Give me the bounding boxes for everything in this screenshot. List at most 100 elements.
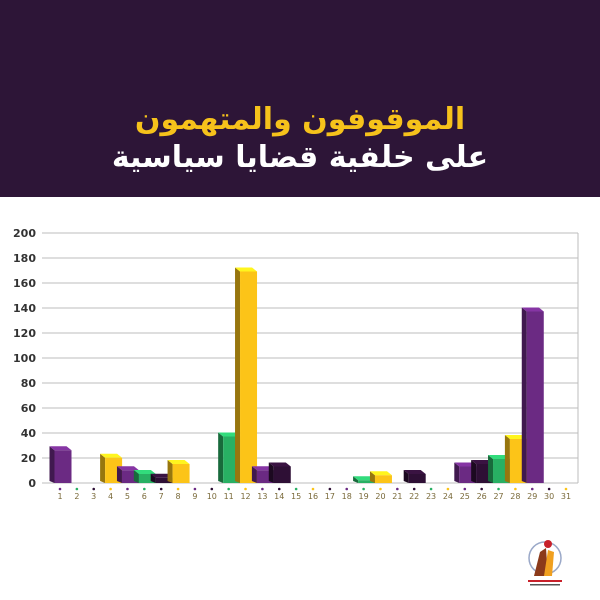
- bar-top: [268, 462, 291, 467]
- y-tick-label: 20: [21, 452, 37, 465]
- bar-side: [133, 470, 139, 483]
- bar: [526, 311, 544, 483]
- x-tick-mark: [75, 487, 79, 491]
- bar-top: [100, 453, 123, 458]
- x-tick-label: 28: [510, 492, 520, 500]
- bar: [374, 475, 392, 483]
- x-tick-mark: [311, 487, 315, 491]
- bar-side: [100, 453, 106, 483]
- bar-top: [251, 466, 274, 471]
- x-tick-mark: [362, 487, 365, 491]
- bar-top: [488, 455, 511, 459]
- bar-side: [521, 307, 527, 483]
- x-tick-mark: [514, 487, 517, 491]
- bar-side: [454, 462, 460, 483]
- x-tick-label: 20: [375, 492, 385, 500]
- x-tick-mark: [227, 487, 230, 491]
- x-tick-label: 22: [409, 492, 419, 500]
- organization-logo: [528, 540, 562, 586]
- x-tick-label: 3: [91, 492, 96, 500]
- bar-top: [116, 466, 139, 471]
- x-tick-label: 24: [443, 492, 453, 500]
- y-tick-label: 180: [13, 252, 36, 265]
- bar-top: [454, 462, 477, 467]
- y-tick-label: 80: [21, 377, 37, 390]
- bar-side: [218, 432, 224, 483]
- x-tick-label: 21: [392, 492, 402, 500]
- x-tick-mark: [58, 487, 62, 491]
- x-tick-label: 17: [325, 492, 335, 500]
- bar-top: [167, 460, 190, 464]
- x-tick-mark: [429, 487, 433, 491]
- x-tick-label: 19: [359, 492, 369, 500]
- x-tick-mark: [396, 487, 399, 491]
- x-tick-mark: [480, 487, 483, 491]
- x-tick-label: 5: [125, 492, 130, 500]
- x-tick-mark: [261, 487, 264, 491]
- bar: [240, 271, 258, 483]
- x-tick-label: 15: [291, 492, 301, 500]
- bar: [273, 466, 291, 483]
- x-tick-label: 30: [544, 492, 554, 500]
- x-tick-mark: [446, 487, 450, 491]
- bar-side: [488, 455, 494, 483]
- title-line-1: الموقوفون والمتهمون: [134, 102, 466, 137]
- bar-top: [369, 471, 392, 476]
- bar-side: [471, 460, 477, 483]
- x-tick-label: 16: [308, 492, 318, 500]
- bar-top: [504, 435, 527, 439]
- x-tick-label: 26: [477, 492, 487, 500]
- bar-top: [521, 307, 544, 312]
- y-tick-label: 40: [21, 427, 37, 440]
- bar: [54, 450, 72, 483]
- bar: [358, 480, 376, 483]
- x-tick-label: 4: [108, 492, 113, 500]
- x-tick-label: 29: [527, 492, 537, 500]
- x-tick-mark: [109, 487, 112, 491]
- x-tick-mark: [277, 487, 281, 491]
- x-tick-mark: [463, 487, 467, 491]
- x-tick-mark: [530, 487, 534, 491]
- y-tick-label: 0: [28, 477, 36, 490]
- y-tick-label: 120: [13, 327, 36, 340]
- bar-side: [268, 462, 274, 483]
- x-tick-mark: [193, 487, 197, 491]
- x-tick-label: 7: [159, 492, 164, 500]
- bar: [155, 477, 173, 483]
- bar-top: [150, 473, 173, 478]
- x-tick-label: 13: [257, 492, 267, 500]
- bar-side: [235, 267, 241, 483]
- x-tick-mark: [547, 487, 551, 491]
- bar-side: [150, 473, 156, 483]
- title-line-2: على خلفية قضايا سياسية: [111, 140, 489, 175]
- y-tick-label: 100: [13, 352, 36, 365]
- x-tick-label: 25: [460, 492, 470, 500]
- x-tick-mark: [143, 487, 146, 491]
- x-tick-mark: [412, 487, 416, 491]
- bar-side: [504, 435, 510, 483]
- header-banner: الموقوفون والمتهمون على خلفية قضايا سياس…: [0, 0, 600, 197]
- x-tick-mark: [328, 487, 332, 491]
- bar-side: [116, 466, 122, 483]
- bar: [408, 474, 426, 483]
- x-tick-mark: [345, 487, 349, 491]
- bar: [138, 474, 156, 483]
- x-tick-mark: [210, 487, 214, 491]
- x-tick-label: 14: [274, 492, 284, 500]
- y-tick-label: 140: [13, 302, 36, 315]
- x-tick-mark: [379, 487, 382, 491]
- bar-side: [167, 460, 173, 483]
- bar-top: [235, 267, 258, 272]
- bar-side: [353, 476, 359, 483]
- x-tick-label: 6: [142, 492, 147, 500]
- x-tick-label: 2: [74, 492, 79, 500]
- x-tick-label: 18: [342, 492, 352, 500]
- bar: [172, 464, 190, 483]
- x-tick-mark: [294, 487, 298, 491]
- x-tick-label: 31: [561, 492, 571, 500]
- bar-top: [133, 470, 156, 474]
- x-tick-label: 1: [57, 492, 62, 500]
- bar-top: [471, 460, 494, 464]
- y-tick-label: 200: [13, 227, 36, 240]
